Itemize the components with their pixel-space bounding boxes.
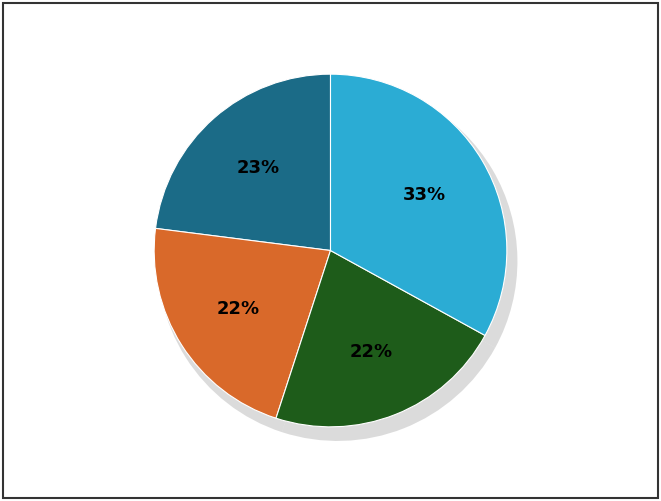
Wedge shape: [276, 250, 485, 427]
Wedge shape: [158, 238, 338, 432]
Text: 22%: 22%: [217, 300, 260, 318]
Wedge shape: [154, 228, 330, 418]
Wedge shape: [338, 81, 518, 348]
Wedge shape: [155, 74, 330, 250]
Wedge shape: [330, 74, 507, 336]
Wedge shape: [159, 81, 338, 261]
Wedge shape: [282, 261, 495, 441]
Text: 33%: 33%: [403, 186, 446, 204]
Text: 22%: 22%: [349, 343, 393, 361]
Text: 23%: 23%: [237, 159, 280, 177]
